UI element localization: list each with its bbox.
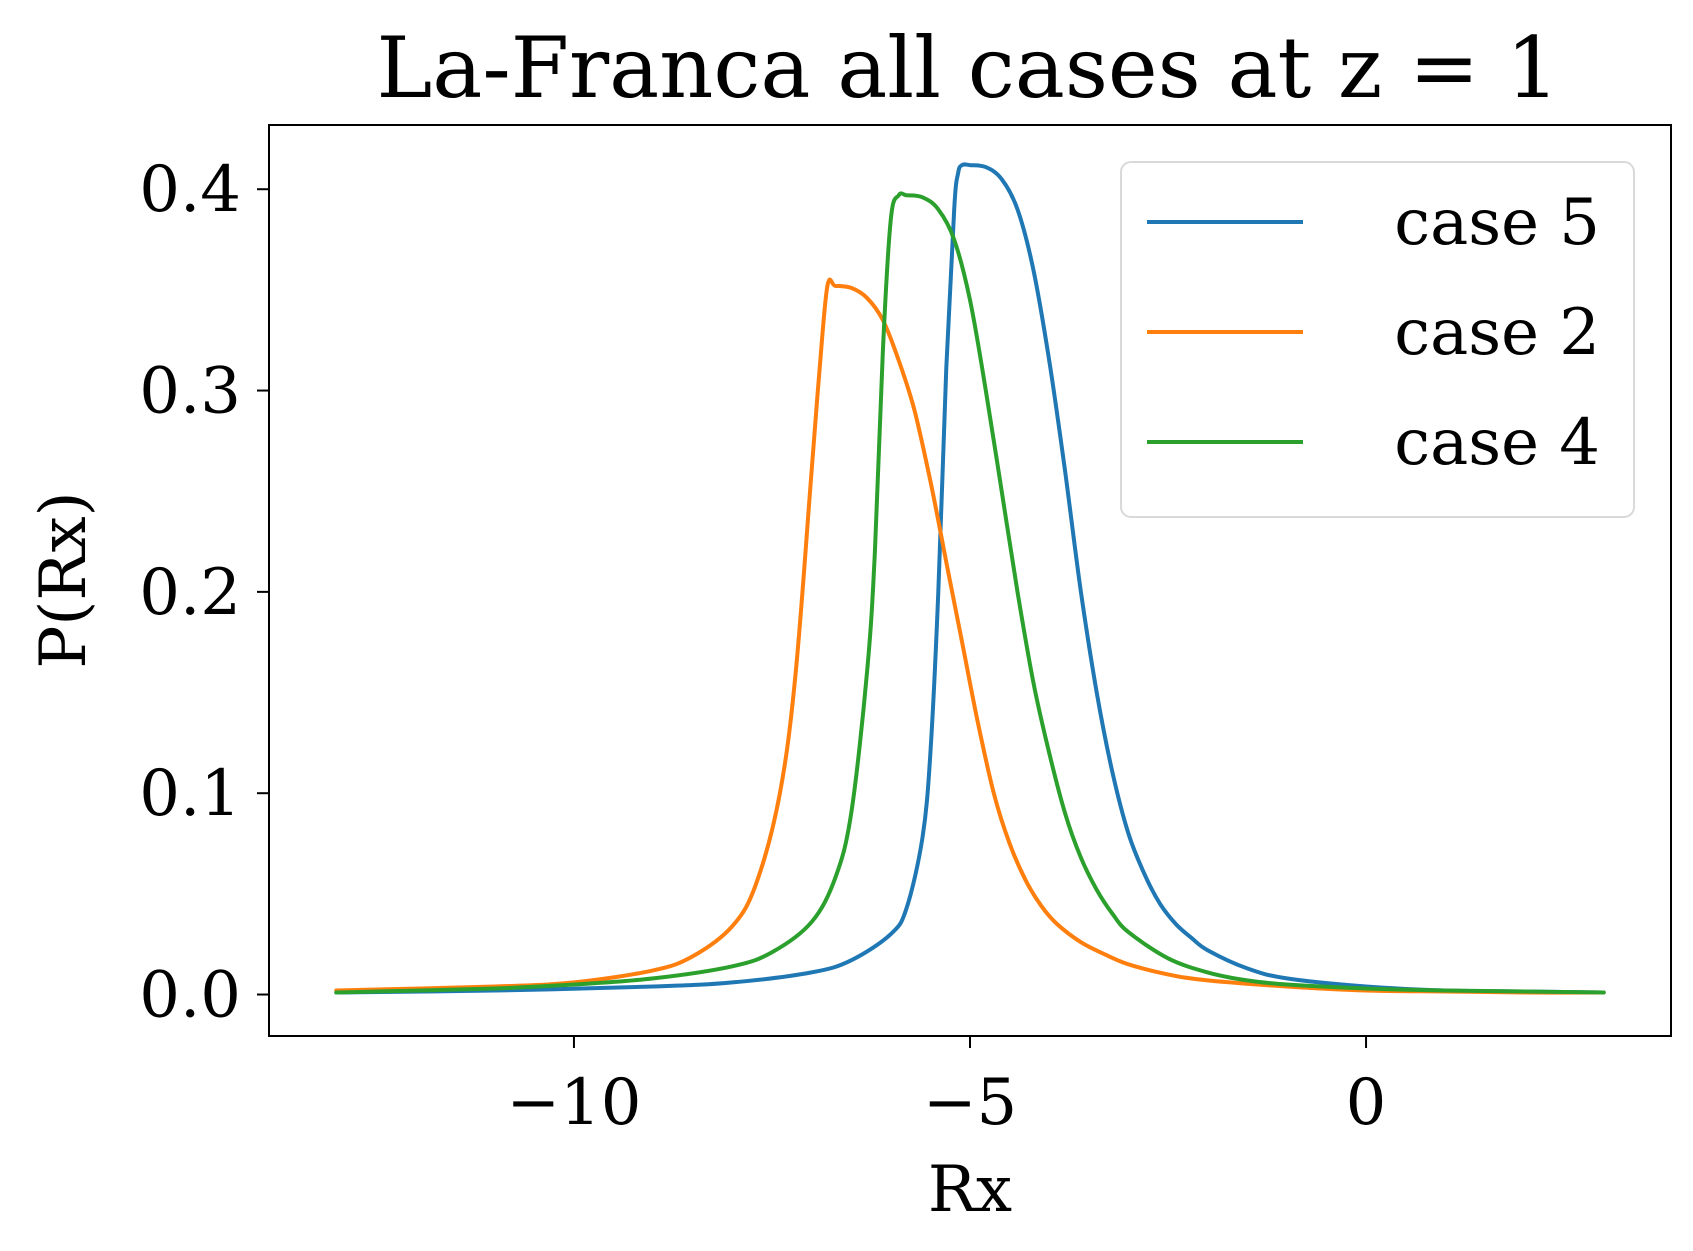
series-line-1 [334,162,1606,995]
chart-title: La-Franca all cases at z = 1 [377,19,1560,117]
y-tick-label: 0.0 [139,959,241,1033]
x-tick-label: 0 [1346,1066,1387,1140]
legend-frame [1120,161,1635,518]
series-line-2 [334,277,1606,995]
y-axis: 0.0 0.1 0.2 0.3 0.4 [139,153,269,1033]
y-tick-label: 0.4 [139,153,241,227]
series-line-3 [334,191,1606,995]
y-tick-label: 0.2 [139,556,241,630]
x-tick-label: −10 [506,1066,641,1140]
legend-label-2: case 2 [1394,296,1600,370]
series-layer [334,162,1606,995]
legend: case 5 case 2 case 4 [1120,161,1635,518]
legend-label-3: case 4 [1394,406,1600,480]
y-tick-label: 0.3 [139,355,241,429]
y-axis-label: P(Rx) [27,491,101,668]
legend-label-1: case 5 [1394,186,1600,260]
x-tick-label: −5 [923,1066,1017,1140]
x-axis-label: Rx [928,1153,1012,1227]
y-tick-label: 0.1 [139,757,241,831]
x-axis: −10 −5 0 [506,1036,1386,1140]
